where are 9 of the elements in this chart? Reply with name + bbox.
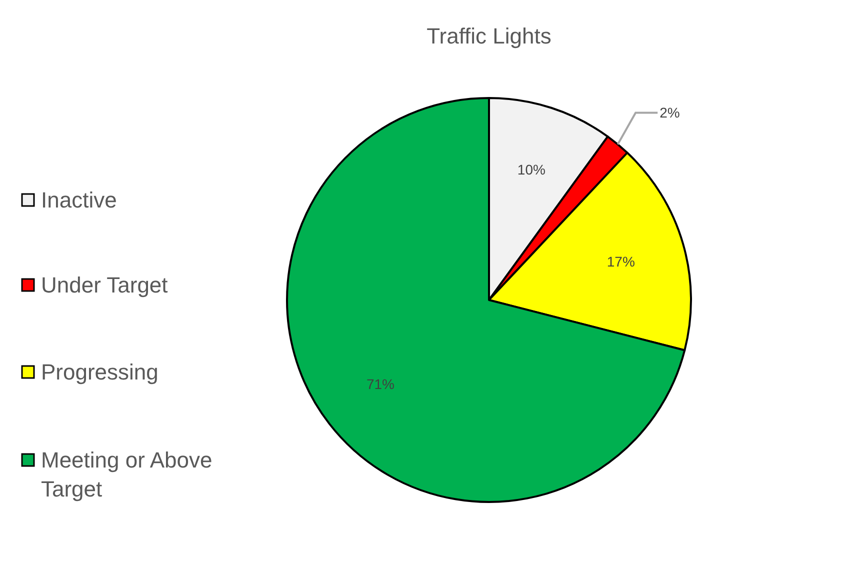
chart-title: Traffic Lights xyxy=(426,24,552,49)
data-label: 2% xyxy=(660,104,680,121)
legend-label: Under Target xyxy=(41,272,168,298)
legend-label: Meeting or Above Target xyxy=(41,448,212,502)
legend-label: Progressing xyxy=(41,360,158,385)
data-label: 17% xyxy=(606,254,635,270)
data-label: 10% xyxy=(517,161,546,178)
legend-label: Inactive xyxy=(41,188,117,213)
data-label: 71% xyxy=(366,376,394,392)
